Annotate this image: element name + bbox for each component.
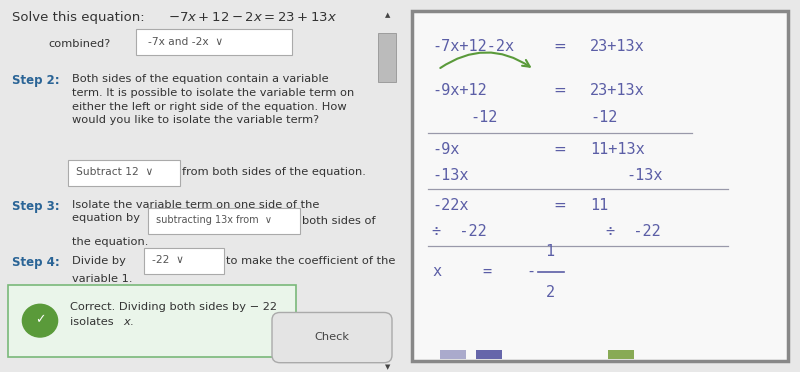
Text: Correct. Dividing both sides by − 22: Correct. Dividing both sides by − 22 bbox=[70, 302, 277, 312]
Text: x: x bbox=[123, 317, 130, 327]
Text: Subtract 12  ∨: Subtract 12 ∨ bbox=[76, 167, 154, 177]
Text: ÷  -22: ÷ -22 bbox=[432, 224, 486, 239]
Text: ÷  -22: ÷ -22 bbox=[606, 224, 661, 239]
Text: -13x: -13x bbox=[432, 168, 469, 183]
Text: the equation.: the equation. bbox=[72, 237, 148, 247]
Text: isolates: isolates bbox=[70, 317, 118, 327]
Bar bbox=[608, 350, 634, 359]
Text: =: = bbox=[482, 264, 491, 279]
Text: Divide by: Divide by bbox=[72, 256, 126, 266]
Text: =: = bbox=[554, 39, 566, 54]
Text: -7x and -2x  ∨: -7x and -2x ∨ bbox=[148, 37, 223, 47]
FancyBboxPatch shape bbox=[412, 11, 788, 361]
Text: Check: Check bbox=[314, 333, 350, 342]
Circle shape bbox=[22, 304, 58, 337]
Text: combined?: combined? bbox=[48, 39, 110, 49]
Text: both sides of: both sides of bbox=[302, 216, 376, 226]
FancyBboxPatch shape bbox=[272, 312, 392, 363]
Text: -22  ∨: -22 ∨ bbox=[152, 255, 184, 265]
Text: subtracting 13x from  ∨: subtracting 13x from ∨ bbox=[156, 215, 272, 225]
Text: Both sides of the equation contain a variable
term. It is possible to isolate th: Both sides of the equation contain a var… bbox=[72, 74, 354, 125]
Text: from both sides of the equation.: from both sides of the equation. bbox=[182, 167, 366, 177]
Text: Isolate the variable term on one side of the
equation by: Isolate the variable term on one side of… bbox=[72, 200, 319, 223]
FancyBboxPatch shape bbox=[8, 285, 296, 357]
Text: -7x+12-2x: -7x+12-2x bbox=[432, 39, 514, 54]
Text: Step 3:: Step 3: bbox=[12, 200, 60, 213]
Text: variable 1.: variable 1. bbox=[72, 274, 133, 284]
Bar bbox=[440, 350, 466, 359]
Text: -: - bbox=[526, 264, 535, 279]
Text: -12: -12 bbox=[590, 110, 618, 125]
Text: to make the coefficient of the: to make the coefficient of the bbox=[226, 256, 395, 266]
FancyBboxPatch shape bbox=[148, 208, 300, 234]
Bar bbox=[476, 350, 502, 359]
Text: x: x bbox=[432, 264, 441, 279]
Text: 23+13x: 23+13x bbox=[590, 83, 645, 98]
Text: -13x: -13x bbox=[626, 168, 662, 183]
Text: =: = bbox=[554, 142, 566, 157]
Text: Step 2:: Step 2: bbox=[12, 74, 60, 87]
FancyBboxPatch shape bbox=[144, 248, 224, 274]
Text: -9x+12: -9x+12 bbox=[432, 83, 486, 98]
Text: ✓: ✓ bbox=[34, 313, 46, 326]
Text: -22x: -22x bbox=[432, 198, 469, 213]
FancyBboxPatch shape bbox=[136, 29, 292, 55]
Text: 2: 2 bbox=[546, 285, 554, 299]
Text: ▼: ▼ bbox=[385, 364, 390, 370]
Text: =: = bbox=[554, 198, 566, 213]
Text: Step 4:: Step 4: bbox=[12, 256, 60, 269]
Text: 1: 1 bbox=[546, 244, 554, 259]
Text: .: . bbox=[130, 317, 134, 327]
FancyBboxPatch shape bbox=[378, 33, 396, 82]
Text: =: = bbox=[554, 83, 566, 98]
Text: $-7x + 12 - 2x = 23 + 13x$: $-7x + 12 - 2x = 23 + 13x$ bbox=[168, 11, 338, 24]
Text: 11: 11 bbox=[590, 198, 608, 213]
FancyBboxPatch shape bbox=[68, 160, 180, 186]
Text: 11+13x: 11+13x bbox=[590, 142, 645, 157]
Text: -12: -12 bbox=[470, 110, 498, 125]
Text: ▲: ▲ bbox=[385, 12, 390, 18]
FancyArrowPatch shape bbox=[440, 52, 530, 68]
Text: Solve this equation:: Solve this equation: bbox=[12, 11, 145, 24]
Text: -9x: -9x bbox=[432, 142, 459, 157]
Text: 23+13x: 23+13x bbox=[590, 39, 645, 54]
